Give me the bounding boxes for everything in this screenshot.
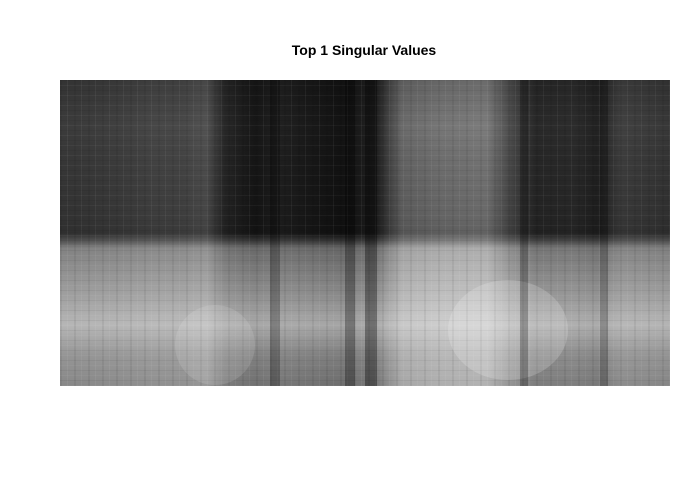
grayscale-rank1-image — [60, 80, 670, 386]
plot-title: Top 1 Singular Values — [291, 42, 437, 58]
